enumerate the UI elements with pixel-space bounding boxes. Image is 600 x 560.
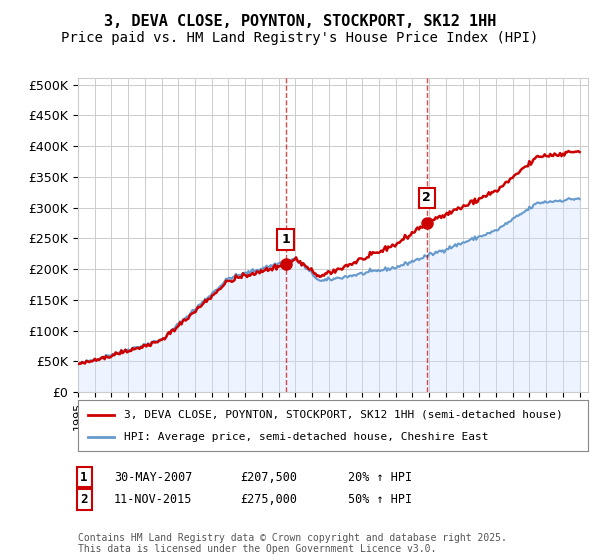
Text: 3, DEVA CLOSE, POYNTON, STOCKPORT, SK12 1HH (semi-detached house): 3, DEVA CLOSE, POYNTON, STOCKPORT, SK12 … [124,409,563,419]
Text: 11-NOV-2015: 11-NOV-2015 [114,493,193,506]
Text: HPI: Average price, semi-detached house, Cheshire East: HPI: Average price, semi-detached house,… [124,432,488,442]
Text: 2: 2 [422,192,431,204]
Text: 30-MAY-2007: 30-MAY-2007 [114,470,193,484]
Text: £275,000: £275,000 [240,493,297,506]
Text: 20% ↑ HPI: 20% ↑ HPI [348,470,412,484]
Text: 1: 1 [281,233,290,246]
Text: 2: 2 [80,493,88,506]
Text: 3, DEVA CLOSE, POYNTON, STOCKPORT, SK12 1HH: 3, DEVA CLOSE, POYNTON, STOCKPORT, SK12 … [104,14,496,29]
Text: Contains HM Land Registry data © Crown copyright and database right 2025.
This d: Contains HM Land Registry data © Crown c… [78,533,507,554]
Text: £207,500: £207,500 [240,470,297,484]
Text: Price paid vs. HM Land Registry's House Price Index (HPI): Price paid vs. HM Land Registry's House … [61,31,539,45]
Text: 1: 1 [80,470,88,484]
Text: 50% ↑ HPI: 50% ↑ HPI [348,493,412,506]
